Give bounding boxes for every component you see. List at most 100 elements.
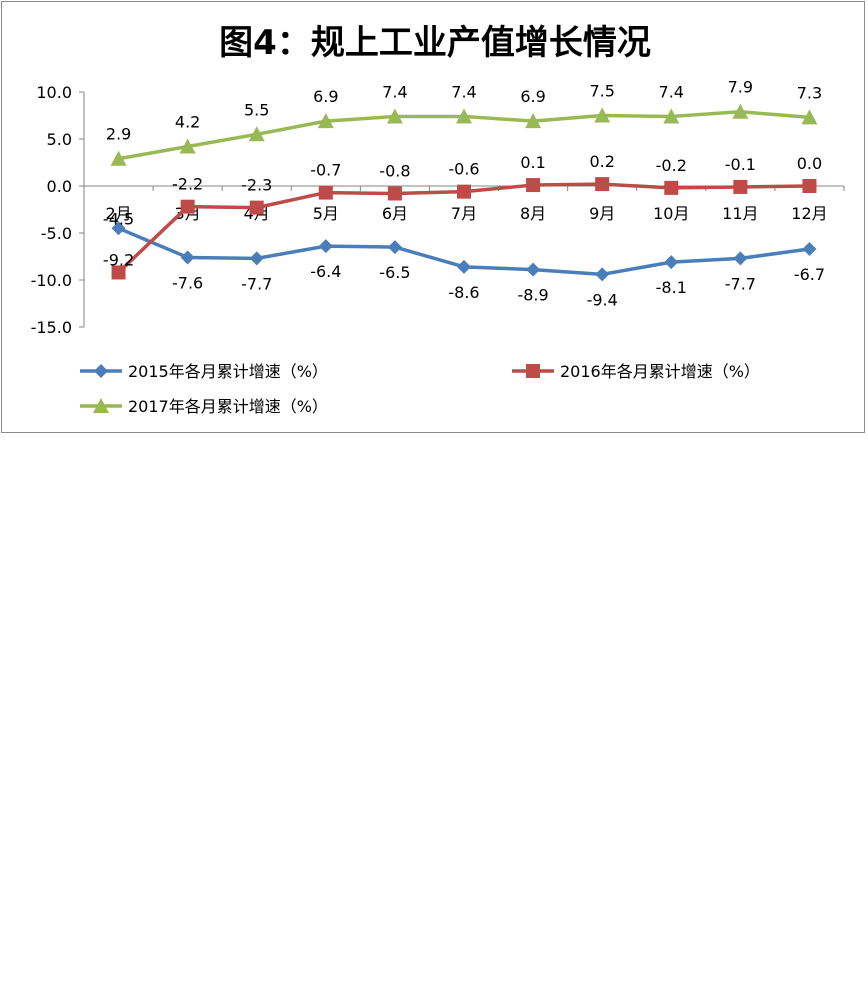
- y-tick-label: -5.0: [41, 224, 72, 243]
- data-point: [179, 138, 196, 154]
- x-tick-label: 6月: [382, 204, 408, 223]
- data-point: [318, 239, 333, 254]
- axes: 10.05.00.0-5.0-10.0-15.02月3月4月5月6月7月8月9月…: [31, 83, 845, 337]
- data-label: -0.8: [379, 162, 410, 181]
- data-labels: -4.5 -7.6 -7.7 -6.4 -6.5 -8.6 -8.9 -9.4 -8.1 -7.7…: [103, 78, 825, 310]
- data-point: [111, 265, 126, 280]
- data-point: [595, 177, 610, 192]
- legend: 2015年各月累计增速（%） 2016年各月累计增速（%） 2017年各月累计增速（…: [80, 362, 760, 416]
- data-label: -6.7: [794, 265, 825, 284]
- data-label: -6.4: [310, 262, 341, 281]
- data-point: [595, 267, 610, 282]
- series-2: [111, 177, 817, 280]
- legend-item: 2015年各月累计增速（%）: [80, 362, 328, 381]
- data-label: 0.1: [520, 153, 545, 172]
- legend-label: 2016年各月累计增速（%）: [560, 362, 760, 381]
- x-tick-label: 12月: [791, 204, 827, 223]
- data-point: [180, 199, 195, 214]
- data-point: [317, 113, 334, 129]
- data-point: [526, 178, 541, 193]
- data-label: 4.2: [175, 113, 200, 132]
- data-label: -8.9: [517, 286, 548, 305]
- data-point: [180, 250, 195, 265]
- legend-marker: [93, 398, 109, 413]
- data-label: 7.4: [659, 82, 684, 101]
- data-label: -9.2: [103, 250, 134, 269]
- legend-label: 2017年各月累计增速（%）: [128, 397, 328, 416]
- data-point: [457, 184, 471, 199]
- y-tick-label: -15.0: [31, 318, 72, 337]
- line-chart: 图4：规上工业产值增长情况 10.0 5.0 0.0 -5.0 -10.0 -15.0 2月…: [31, 23, 845, 416]
- data-point: [456, 108, 472, 124]
- y-tick-label: 5.0: [47, 130, 72, 149]
- legend-marker: [526, 364, 540, 378]
- x-tick-label: 5月: [313, 204, 339, 223]
- series-3: [110, 103, 818, 166]
- data-point: [664, 180, 679, 195]
- data-label: -7.6: [172, 273, 203, 292]
- data-label: -7.7: [725, 274, 756, 293]
- y-tick-label: -10.0: [31, 271, 72, 290]
- data-label: 7.4: [382, 82, 407, 101]
- x-tick-label: 10月: [653, 204, 689, 223]
- data-point: [733, 179, 748, 194]
- legend-marker: [94, 364, 108, 378]
- data-label: 6.9: [520, 87, 545, 106]
- data-label: -8.6: [448, 283, 479, 302]
- data-label: -0.2: [656, 156, 687, 175]
- x-tick-label: 8月: [520, 204, 546, 223]
- chart-frame: 图4：规上工业产值增长情况 10.0 5.0 0.0 -5.0 -10.0 -15.0 2月…: [1, 1, 865, 433]
- data-label: -9.4: [587, 290, 618, 309]
- data-point: [457, 259, 471, 274]
- data-label: -8.1: [656, 278, 687, 297]
- data-point: [732, 103, 749, 119]
- data-label: 0.2: [589, 152, 614, 171]
- y-tick-label: 0.0: [47, 177, 72, 196]
- x-tick-label: 7月: [451, 204, 477, 223]
- data-point: [801, 109, 818, 125]
- x-tick-label: 9月: [589, 204, 615, 223]
- data-point: [387, 240, 402, 255]
- data-point: [802, 241, 817, 256]
- series-layer: [110, 103, 818, 282]
- data-point: [664, 255, 679, 270]
- data-label: 2.9: [106, 125, 131, 144]
- data-label: -0.6: [448, 160, 479, 179]
- data-point: [111, 221, 126, 236]
- series-1: [111, 221, 817, 282]
- data-point: [802, 179, 817, 193]
- data-label: 7.4: [451, 82, 476, 101]
- data-point: [110, 150, 127, 166]
- data-point: [249, 200, 264, 215]
- data-label: 7.9: [728, 78, 753, 97]
- data-label: 7.3: [797, 83, 822, 102]
- data-point: [733, 251, 748, 266]
- data-point: [663, 108, 680, 124]
- data-label: -0.1: [725, 155, 756, 174]
- data-point: [526, 262, 541, 277]
- legend-label: 2015年各月累计增速（%）: [128, 362, 328, 381]
- x-tick-label: 2月: [105, 204, 131, 223]
- chart-title: 图4：规上工业产值增长情况: [219, 23, 651, 63]
- data-label: -4.5: [103, 209, 134, 228]
- y-tick-label: 10.0: [36, 83, 72, 102]
- data-label: 6.9: [313, 87, 338, 106]
- data-point: [525, 113, 542, 129]
- data-label: 0.0: [797, 154, 822, 173]
- data-point: [386, 108, 403, 124]
- x-tick-label: 11月: [722, 204, 758, 223]
- data-point: [318, 185, 333, 200]
- data-point: [249, 251, 264, 266]
- data-point: [248, 126, 265, 142]
- data-point: [387, 186, 402, 201]
- data-label: -6.5: [379, 263, 410, 282]
- legend-item: 2017年各月累计增速（%）: [80, 397, 328, 416]
- data-label: 5.5: [244, 100, 269, 119]
- data-label: -2.2: [172, 175, 203, 194]
- data-point: [594, 107, 611, 123]
- data-label: 7.5: [589, 82, 614, 101]
- data-label: -2.3: [241, 176, 272, 195]
- data-label: -0.7: [310, 161, 341, 180]
- data-label: -7.7: [241, 274, 272, 293]
- legend-item: 2016年各月累计增速（%）: [512, 362, 760, 381]
